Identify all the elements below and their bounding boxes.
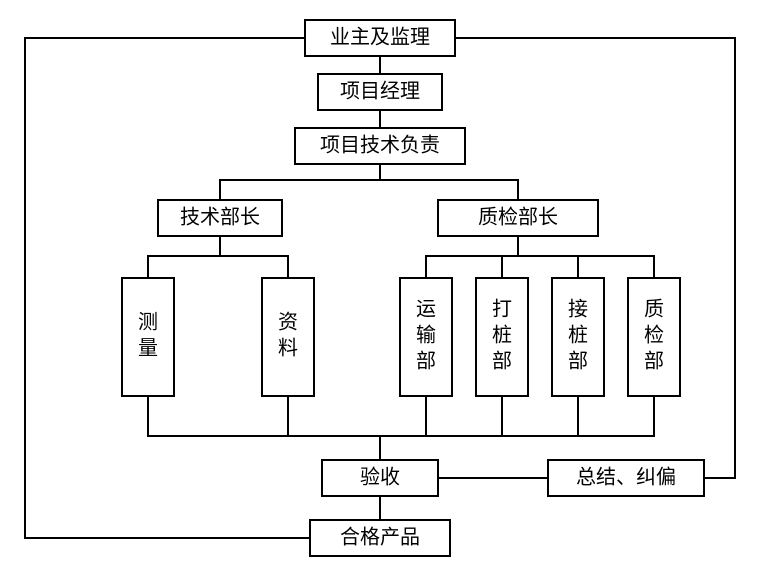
node-qc_chief-label: 质检部长 <box>478 206 558 229</box>
edge-2 <box>220 164 380 200</box>
node-product: 合格产品 <box>310 520 450 556</box>
node-qc-label: 部 <box>644 350 664 373</box>
node-join-label: 部 <box>568 350 588 373</box>
node-pm-label: 项目经理 <box>340 80 420 103</box>
node-qc_chief: 质检部长 <box>438 200 598 236</box>
node-pm: 项目经理 <box>318 74 442 110</box>
node-join-label: 接 <box>568 298 588 321</box>
node-qc-label: 检 <box>644 324 664 347</box>
node-accept: 验收 <box>322 460 438 496</box>
edge-17 <box>455 38 735 478</box>
node-data-label: 资 <box>278 311 298 334</box>
edge-15 <box>380 396 654 436</box>
node-data-label: 料 <box>278 337 298 360</box>
node-pile-label: 桩 <box>492 324 512 347</box>
edge-14 <box>380 396 578 436</box>
node-summary-label: 总结、纠偏 <box>576 466 676 489</box>
node-join-label: 桩 <box>568 324 588 347</box>
node-tech_lead: 项目技术负责 <box>295 128 465 164</box>
node-survey-label: 量 <box>138 338 158 360</box>
node-tech_lead-label: 项目技术负责 <box>320 134 440 157</box>
edge-4 <box>148 236 220 278</box>
edge-5 <box>220 236 288 278</box>
edge-13 <box>380 396 502 436</box>
node-pile-label: 部 <box>492 350 512 373</box>
node-survey: 测量 <box>122 278 174 396</box>
node-survey-label: 测 <box>138 311 158 334</box>
node-pile: 打桩部 <box>476 278 528 396</box>
node-product-label: 合格产品 <box>340 526 420 549</box>
node-transport-label: 输 <box>416 324 436 347</box>
node-tech_chief: 技术部长 <box>158 200 282 236</box>
node-transport-label: 运 <box>416 299 436 321</box>
edge-9 <box>518 236 654 278</box>
edge-7 <box>502 236 518 278</box>
node-accept-label: 验收 <box>360 466 400 489</box>
node-transport-label: 部 <box>416 350 436 373</box>
node-join: 接桩部 <box>552 278 604 396</box>
node-transport: 运输部 <box>400 278 452 396</box>
edge-10 <box>148 396 380 460</box>
node-tech_chief-label: 技术部长 <box>180 206 260 229</box>
node-qc: 质检部 <box>628 278 680 396</box>
node-data: 资料 <box>262 278 314 396</box>
node-pile-label: 打 <box>492 298 512 321</box>
node-owner: 业主及监理 <box>305 20 455 56</box>
node-summary: 总结、纠偏 <box>548 460 704 496</box>
node-qc-label: 质 <box>644 298 664 321</box>
org-flowchart: 业主及监理项目经理项目技术负责技术部长质检部长测量资料运输部打桩部接桩部质检部验… <box>0 0 760 570</box>
node-owner-label: 业主及监理 <box>330 26 430 49</box>
edge-3 <box>380 164 518 200</box>
